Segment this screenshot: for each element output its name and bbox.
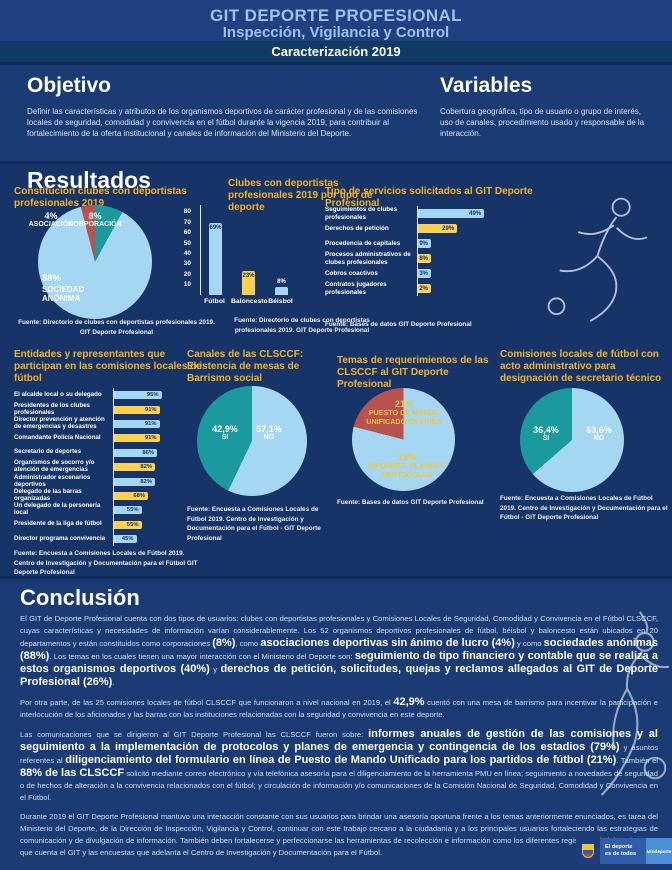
barrismo-pie-chart	[197, 386, 307, 496]
entities-bar-chart: El alcalde local o su delegado 95% Preside…	[14, 388, 182, 547]
bar-row: Director programa convivencia 45%	[14, 531, 182, 547]
bar-row: Derechos de petición 29%	[325, 221, 543, 236]
bar-row: Presidentes de los clubes profesionales 9…	[14, 402, 182, 417]
pie6-label-pmu: 21% PUESTO DE MANDO UNIFICADO EN LÍNEA	[366, 399, 442, 426]
bar-row: Delegado de las barras organizadas 68%	[14, 488, 182, 504]
x-label: Béisbol	[268, 298, 293, 305]
chart5-title: Canales de las CLSCCF: Existencia de mes…	[187, 349, 304, 384]
mindeporte-brand: El deporte es de todos Mindeporte	[576, 838, 672, 864]
pie5-label-si: 42,9% SI	[212, 424, 238, 442]
bar-row: El alcalde local o su delegado 95%	[14, 388, 182, 403]
bar-row: Secretario de deportes 86%	[14, 445, 182, 460]
chart1-title: Constitución clubes con deportistas prof…	[14, 186, 187, 209]
services-bar-chart: Seguimientos de clubes profesionales 49% D…	[325, 206, 543, 296]
conclusion-heading: Conclusión	[20, 585, 140, 610]
conclusion-band	[0, 579, 672, 870]
pie7-label-no: 63,6% NO	[586, 425, 612, 443]
bar-row: Seguimientos de clubes profesionales 49%	[325, 206, 543, 221]
pie1-label-asociacion: 4% ASOCIACIÓN	[28, 211, 74, 229]
objective-heading: Objetivo	[27, 74, 112, 97]
bar-Baloncesto: 23%	[242, 271, 255, 295]
chart2-title: Clubes con deportistas profesionales 201…	[228, 178, 373, 213]
sports-bar-chart: 69% 23% 8%	[200, 205, 302, 295]
page-subtitle: Inspección, Vigilancia y Control	[222, 24, 450, 41]
x-label: Fútbol	[204, 298, 225, 305]
chart4-title: Entidades y representantes que participa…	[14, 349, 202, 384]
conclusion-paragraph: Las comunicaciones que se dirigieron al …	[20, 728, 659, 802]
objective-band	[0, 65, 672, 161]
chart3-title: Tipo de servicios solicitados al GIT Dep…	[325, 186, 533, 209]
bar-row: Administrador escenarios deportivos 82%	[14, 474, 182, 489]
bar-row: Contratos jugadores profesionales 2%	[325, 281, 543, 296]
bar-Béisbol: 8%	[275, 279, 288, 295]
chart7-source: Fuente: Encuesta a Comisiones Locales de…	[500, 495, 668, 522]
pie1-label-corporacion: 8% CORPORACIÓN	[68, 211, 122, 229]
bar-row: Organismos de socorro y/o atención de em…	[14, 459, 182, 475]
page-title: GIT DEPORTE PROFESIONAL	[210, 6, 462, 25]
chart7-title: Comisiones locales de fútbol con acto ad…	[500, 349, 662, 384]
chart4-source: Fuente: Encuesta a Comisiones Locales de…	[14, 550, 198, 577]
variables-text: Cobertura geográfica, tipo de usuario o …	[440, 107, 645, 139]
conclusion-paragraph: Por otra parte, de las 25 comisiones loc…	[20, 696, 658, 719]
bar-row: Director prevención y atención de emerge…	[14, 416, 182, 432]
secretary-pie-chart	[520, 388, 624, 492]
pie6-label-informes: 79% INFORMES, PLANES Y PROTOCOLOS	[368, 452, 446, 479]
variables-heading: Variables	[440, 74, 533, 97]
pie1-label-sociedad: 88% SOCIEDAD ANÓNIMA	[42, 273, 85, 304]
pie5-label-no: 57,1% NO	[256, 424, 282, 442]
conclusion-paragraph: Durante 2019 el GIT Deporte Profesional …	[20, 812, 658, 857]
conclusion-text: El GIT de Deporte Profesional cuenta con…	[20, 613, 658, 866]
chart1-source: Fuente: Directorio de clubes con deporti…	[18, 319, 215, 336]
bar-row: Procesos administrativos de clubes profe…	[325, 251, 543, 266]
chart6-title: Temas de requerimientos de las CLSCCF al…	[337, 355, 489, 390]
bar-row: Procedencia de capitales 9%	[325, 236, 543, 251]
chart5-source: Fuente: Encuesta a Comisiones Locales de…	[187, 506, 321, 542]
objective-text: Definir las características y atributos …	[27, 107, 418, 139]
brand-slogan: El deporte es de todos	[600, 838, 646, 864]
bar-row: Cobros coactivos 3%	[325, 266, 543, 281]
colombia-crest-icon	[576, 838, 600, 864]
x-label: Baloncesto	[231, 298, 268, 305]
chart2-x-axis: Fútbol Baloncesto Béisbol	[198, 298, 297, 305]
chart3-source: Fuente: Bases de datos GIT Deporte Profe…	[325, 321, 472, 328]
pie7-label-si: 36,4% SI	[533, 425, 559, 443]
results-heading: Resultados	[27, 167, 151, 193]
chart2-source: Fuente: Directorio de clubes con deporti…	[234, 317, 370, 334]
chart6-source: Fuente: Bases de datos GIT Deporte Profe…	[337, 499, 484, 506]
topics-pie-chart	[352, 388, 455, 491]
mindeporte-logo: Mindeporte	[646, 838, 672, 864]
bar-row: Un delegado de la personería local 55%	[14, 502, 182, 518]
year-banner: Caracterización 2019	[0, 41, 672, 62]
chart2-y-axis: 80 70 60 50 40 30 20 10	[183, 208, 191, 289]
bar-Fútbol: 69%	[209, 223, 222, 295]
bar-row: Comandante Policía Nacional 91%	[14, 431, 182, 446]
constitution-pie-chart	[38, 205, 152, 319]
bar-row: Presidente de la liga de fútbol 55%	[14, 517, 182, 532]
conclusion-paragraph: El GIT de Deporte Profesional cuenta con…	[20, 614, 658, 688]
